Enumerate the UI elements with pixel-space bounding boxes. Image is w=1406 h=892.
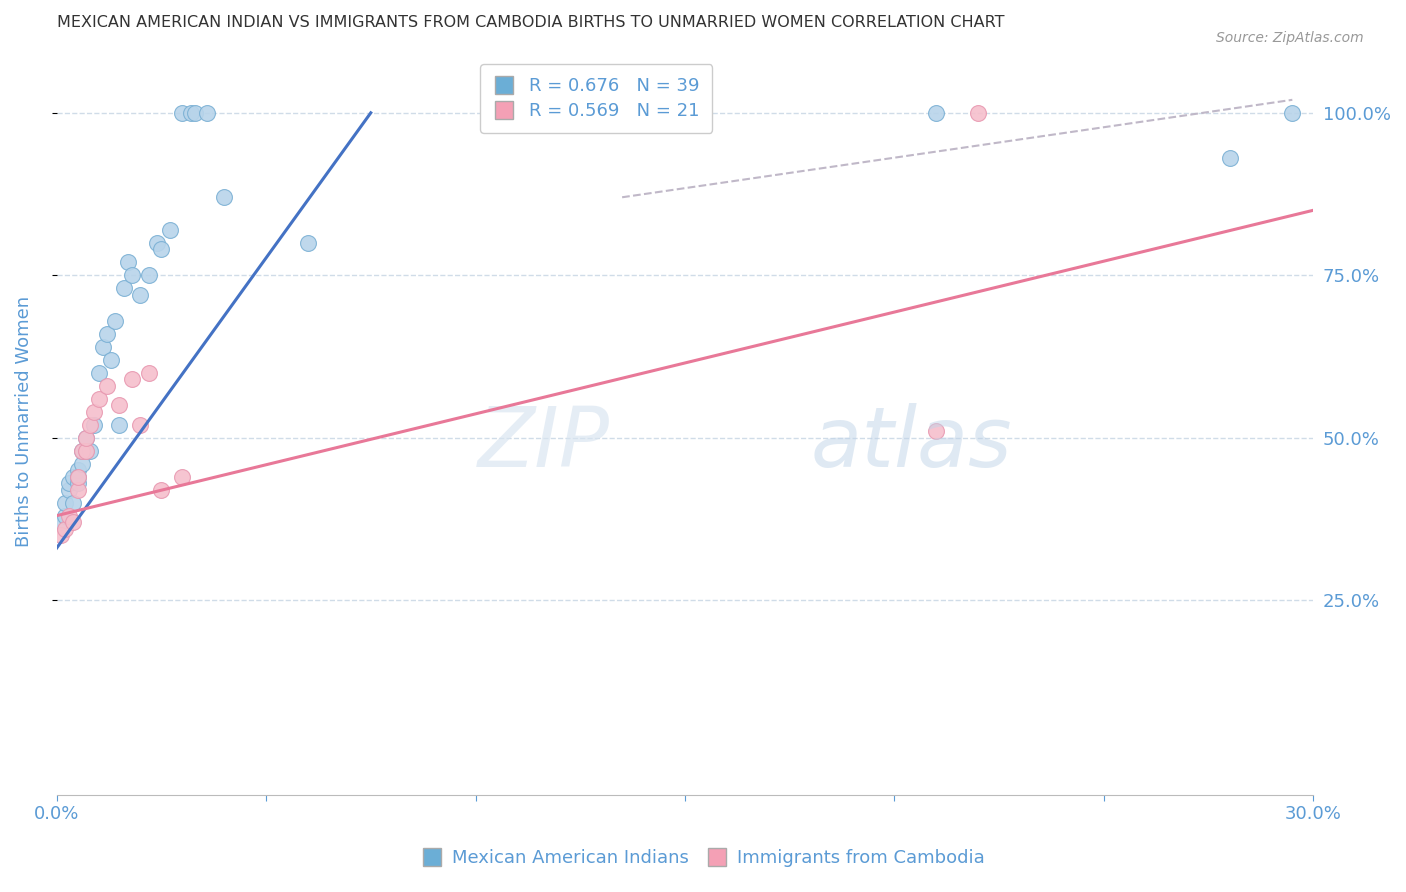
Point (75, 431, 97, 445)
Point (121, 372, 143, 386)
Point (150, 483, 173, 497)
Point (100, 352, 122, 367)
Point (75, 443, 97, 458)
Point (62, 469, 84, 483)
Point (49, 528, 72, 542)
Point (66, 476, 89, 491)
Point (96, 378, 118, 392)
Point (75, 443, 97, 458)
Point (49, 515, 72, 529)
Point (172, 469, 194, 483)
Point (91, 340, 114, 354)
Point (138, 268, 160, 283)
Point (1281, 105, 1303, 120)
Point (96, 326, 118, 341)
Point (75, 431, 97, 445)
Point (967, 105, 990, 120)
Point (66, 469, 89, 483)
Point (159, 223, 181, 237)
Point (129, 417, 152, 432)
Point (83, 405, 105, 419)
Point (1218, 151, 1240, 165)
Point (108, 398, 131, 412)
Point (138, 366, 160, 380)
Text: atlas: atlas (811, 403, 1012, 484)
Point (66, 463, 89, 477)
Point (58, 476, 80, 491)
Text: MEXICAN AMERICAN INDIAN VS IMMIGRANTS FROM CAMBODIA BIRTHS TO UNMARRIED WOMEN CO: MEXICAN AMERICAN INDIAN VS IMMIGRANTS FR… (56, 15, 1004, 30)
Point (150, 242, 173, 256)
Point (87, 366, 110, 380)
Point (112, 281, 135, 295)
Point (53, 522, 76, 536)
Text: ZIP: ZIP (478, 403, 610, 484)
Point (121, 268, 143, 283)
Point (66, 469, 89, 483)
Point (58, 483, 80, 497)
Point (925, 105, 948, 120)
Point (62, 515, 84, 529)
Point (53, 496, 76, 510)
Point (70, 457, 93, 471)
Point (184, 105, 207, 120)
Point (62, 496, 84, 510)
Point (108, 417, 131, 432)
Point (180, 105, 202, 120)
Point (83, 417, 105, 432)
Point (70, 443, 93, 458)
Point (79, 417, 101, 432)
Point (212, 190, 235, 204)
Point (53, 508, 76, 523)
Point (79, 443, 101, 458)
Legend: R = 0.676   N = 39, R = 0.569   N = 21: R = 0.676 N = 39, R = 0.569 N = 21 (481, 64, 713, 133)
Point (925, 424, 948, 438)
Point (70, 443, 93, 458)
Point (104, 314, 127, 328)
Point (129, 287, 152, 301)
Point (146, 235, 169, 250)
Point (117, 255, 139, 269)
Point (87, 392, 110, 406)
Point (58, 508, 80, 523)
Y-axis label: Births to Unmarried Women: Births to Unmarried Women (15, 296, 32, 547)
Point (197, 105, 219, 120)
Legend: Mexican American Indians, Immigrants from Cambodia: Mexican American Indians, Immigrants fro… (413, 842, 993, 874)
Text: Source: ZipAtlas.com: Source: ZipAtlas.com (1216, 31, 1364, 45)
Point (172, 105, 194, 120)
Point (297, 235, 319, 250)
Point (66, 483, 89, 497)
